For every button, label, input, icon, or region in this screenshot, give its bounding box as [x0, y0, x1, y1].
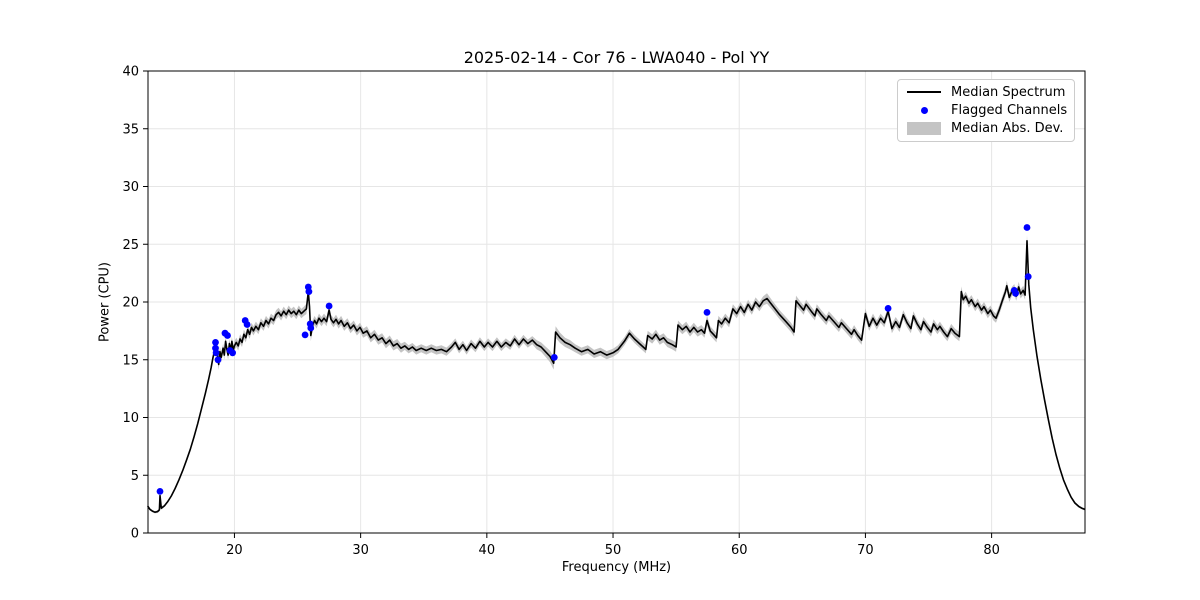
legend-label: Median Abs. Dev.	[951, 121, 1064, 137]
mad-band	[148, 235, 1085, 514]
x-tick-label: 60	[731, 543, 748, 558]
flagged-channel-dot	[229, 349, 237, 357]
y-tick-label: 30	[122, 180, 139, 195]
x-tick-label: 40	[479, 543, 496, 558]
dot-sample-icon	[907, 106, 941, 114]
flagged-channel-dot	[1012, 289, 1019, 297]
flagged-channel-dot	[550, 354, 558, 361]
flagged-channel-dot	[156, 488, 164, 495]
legend-label: Flagged Channels	[951, 102, 1068, 118]
flagged-channel-dot	[325, 302, 333, 310]
x-axis-label: Frequency (MHz)	[561, 560, 672, 575]
y-tick-label: 35	[122, 122, 139, 137]
flagged-channel-dot	[1023, 224, 1031, 231]
x-tick-label: 70	[857, 543, 874, 558]
y-axis-label: Power (CPU)	[97, 261, 113, 343]
y-tick-label: 5	[131, 469, 139, 484]
line-sample-icon	[907, 91, 941, 94]
flagged-channel-dot	[224, 332, 231, 339]
y-tick-label: 20	[122, 296, 139, 311]
flagged-channel-dot	[1024, 273, 1032, 280]
y-tick-label: 40	[122, 65, 139, 80]
x-tick-label: 20	[226, 543, 243, 558]
flagged-channel-dot	[214, 356, 222, 364]
flagged-channel-dot	[703, 309, 711, 316]
x-tick-label: 30	[352, 543, 369, 558]
flagged-channel-dot	[884, 305, 892, 312]
legend-label: Median Spectrum	[951, 84, 1066, 100]
median-spectrum-line	[147, 240, 1086, 513]
legend-item-median-spectrum: Median Spectrum	[898, 83, 1074, 101]
y-tick-label: 0	[131, 527, 139, 542]
y-tick-label: 25	[122, 238, 139, 253]
patch-sample-icon	[907, 122, 941, 136]
legend: Median Spectrum Flagged Channels Median …	[897, 79, 1075, 142]
legend-item-flagged-channels: Flagged Channels	[898, 101, 1074, 119]
legend-item-mad-band: Median Abs. Dev.	[898, 120, 1074, 138]
y-tick-label: 15	[122, 353, 139, 368]
figure-title: 2025-02-14 - Cor 76 - LWA040 - Pol YY	[463, 48, 770, 67]
flagged-channel-dot	[212, 349, 220, 357]
flagged-channel-dot	[307, 324, 315, 332]
x-tick-label: 80	[983, 543, 1000, 558]
flagged-channel-dot	[212, 339, 219, 346]
flagged-channel-dot	[243, 321, 251, 328]
y-tick-label: 10	[122, 411, 139, 426]
flagged-channel-dot	[301, 331, 309, 339]
flagged-channel-dot	[305, 288, 313, 295]
x-tick-label: 50	[605, 543, 622, 558]
